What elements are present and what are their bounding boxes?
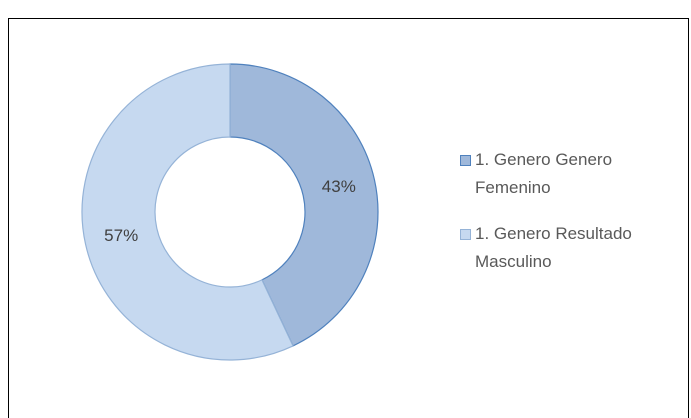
legend-swatch (460, 229, 471, 240)
chart-frame (8, 18, 689, 418)
data-label: 43% (322, 177, 356, 196)
page: 43% 57% 1. Genero Genero Femenino 1. Gener… (8, 18, 690, 418)
data-label: 57% (104, 226, 138, 245)
legend-label: 1. Genero Genero Femenino (475, 150, 613, 197)
legend-entry: 1. Genero Genero Femenino (460, 146, 690, 202)
legend-entry: 1. Genero Resultado Masculino (460, 220, 690, 276)
chart: 43% 57% (81, 63, 379, 361)
legend-swatch (460, 155, 471, 166)
donut-slice (229, 63, 379, 347)
legend-label: 1. Genero Resultado Masculino (475, 224, 632, 271)
donut-slice (81, 63, 294, 361)
